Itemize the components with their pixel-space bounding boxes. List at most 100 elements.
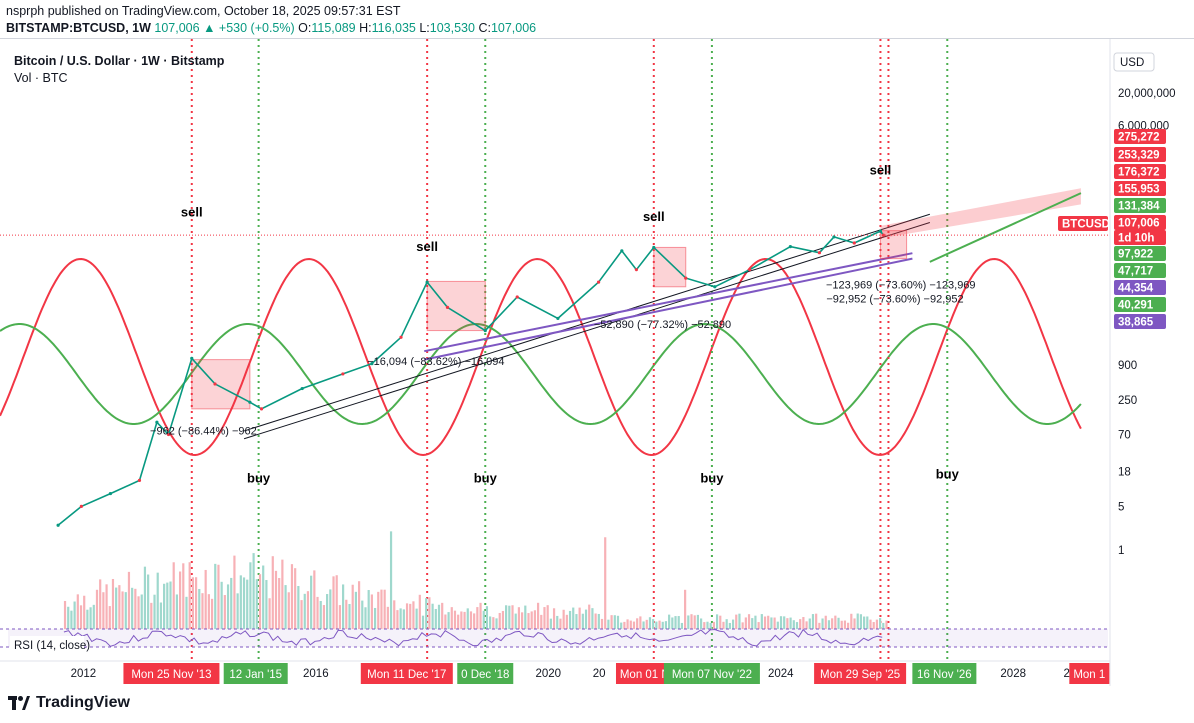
volume-bar [815, 613, 818, 629]
low-value: 103,530 [429, 21, 475, 35]
price-point [166, 432, 171, 437]
volume-bar [242, 577, 246, 629]
price-point [190, 356, 194, 361]
volume-bar [853, 618, 856, 629]
volume-bar [878, 618, 882, 629]
volume-bar [501, 610, 505, 629]
volume-bar [703, 622, 706, 629]
volume-bar [840, 620, 843, 629]
x-tick-0: 2012 [71, 668, 97, 680]
volume-bar [578, 607, 581, 629]
volume-bar [671, 617, 674, 629]
volume-bar [473, 613, 476, 629]
price-label-9: 47,717 [1118, 266, 1153, 278]
volume-bar [715, 614, 719, 629]
rsi-legend-bg [10, 636, 84, 652]
volume-bar [220, 581, 223, 629]
volume-bar [684, 589, 687, 629]
volume-bar [178, 571, 182, 629]
volume-bar [124, 592, 127, 629]
volume-bar [735, 614, 738, 629]
y-tick-6: 5 [1118, 501, 1124, 513]
volume-bar [412, 601, 415, 629]
volume-bar [728, 622, 731, 629]
volume-bar [335, 575, 338, 629]
volume-bar [792, 620, 795, 629]
volume-bar [214, 563, 217, 629]
volume-bar [137, 596, 140, 629]
volume-bar [674, 616, 677, 629]
volume-bar [834, 615, 837, 629]
price-chart[interactable]: 20,000,0006,000,000900250701851USDsellse… [0, 39, 1194, 686]
volume-bar [182, 563, 185, 629]
volume-bar [102, 592, 105, 629]
volume-bar [869, 619, 872, 629]
volume-bar [447, 612, 450, 629]
volume-bar [210, 598, 214, 629]
volume-bar [783, 616, 786, 629]
currency-button[interactable] [1113, 52, 1155, 72]
volume-bar [495, 618, 498, 629]
volume-bar [322, 605, 326, 629]
volume-bar [821, 618, 824, 629]
volume-bar [575, 614, 578, 629]
volume-bar [709, 622, 712, 629]
green-cycle-wave [0, 322, 1082, 426]
volume-bar [827, 620, 831, 629]
volume-bar [83, 595, 86, 629]
rsi-band [8, 629, 1108, 647]
price-label-3: 155,953 [1118, 184, 1160, 196]
volume-bar [418, 594, 421, 629]
volume-bar [399, 608, 402, 629]
volume-bar [795, 622, 799, 629]
drawdown-box-0 [191, 359, 251, 410]
volume-bar [760, 614, 763, 629]
volume-bar [693, 615, 696, 629]
volume-bar [255, 579, 258, 629]
volume-bar [642, 621, 645, 629]
volume-bar [811, 614, 815, 629]
projection-band [880, 188, 1081, 239]
volume-bar [805, 621, 808, 629]
price-point [445, 305, 450, 309]
volume-bar [431, 603, 434, 629]
low-label: L: [419, 21, 430, 35]
volume-bar [604, 537, 607, 629]
date-label-box-1 [223, 663, 288, 684]
purple-trendline-2 [424, 252, 913, 353]
volume-bar [441, 602, 444, 629]
price-label-box-1 [1114, 147, 1166, 162]
volume-bar [786, 618, 789, 629]
volume-bar [597, 613, 600, 629]
volume-bar [511, 605, 514, 629]
volume-bar [425, 598, 428, 629]
tradingview-footer[interactable]: TradingView [8, 694, 130, 712]
price-point [108, 491, 113, 496]
annotation-0: sell [181, 205, 203, 220]
high-label: H: [359, 21, 372, 35]
support-trendline-2 [243, 213, 930, 432]
volume-bar [875, 619, 878, 629]
volume-bar [626, 619, 629, 629]
volume-bar [345, 599, 348, 629]
drawdown-box-1 [426, 280, 486, 332]
volume-bar [552, 608, 556, 629]
date-label-5: Mon 07 Nov '22 [672, 669, 752, 681]
volume-bar [776, 621, 779, 629]
volume-bar [396, 610, 399, 629]
volume-bar [623, 621, 626, 629]
volume-bar [287, 592, 290, 629]
volume-bar [556, 615, 559, 629]
volume-bar [546, 605, 549, 629]
volume-bar [543, 607, 546, 629]
drawdown-box-2 [653, 246, 687, 288]
volume-bar [159, 602, 163, 629]
last-price: 107,006 [154, 21, 200, 35]
price-point [878, 229, 883, 233]
volume-bar [300, 600, 303, 629]
price-point [79, 504, 83, 508]
annotation-4: buy [247, 471, 271, 486]
volume-bar [70, 610, 73, 629]
chart-area[interactable]: 20,000,000 6,000,000 900 250 70 18 5 1 USD sell se… [0, 38, 1194, 686]
volume-bar [140, 594, 143, 629]
